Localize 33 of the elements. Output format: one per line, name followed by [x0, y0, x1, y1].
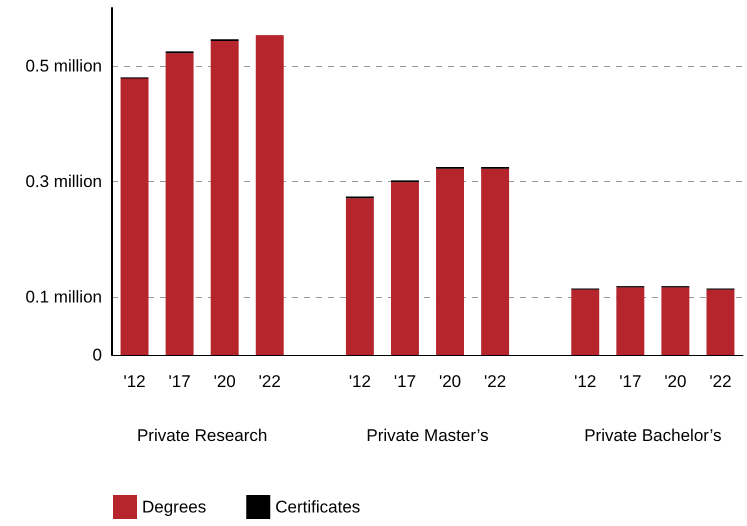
bar: [120, 78, 149, 355]
bar: [166, 53, 194, 355]
x-tick-label: '12: [574, 372, 596, 391]
bar: [616, 287, 644, 355]
y-tick-label: 0: [92, 346, 102, 364]
x-tick-label: '22: [709, 372, 732, 391]
bar: [256, 35, 284, 355]
x-tick-label: '17: [619, 372, 642, 391]
text: Private Bachelor’s: [584, 426, 722, 445]
bar: [706, 290, 734, 355]
x-tick-label: '20: [438, 372, 462, 391]
legend-label: Degrees: [142, 498, 206, 516]
x-tick-label: '12: [348, 372, 371, 391]
bar: [436, 168, 464, 355]
y-tick-label: 0.5 million: [25, 56, 102, 76]
bar: [661, 287, 690, 355]
y-tick-label: 0.3 million: [25, 172, 102, 191]
x-tick-label: '20: [664, 372, 686, 391]
y-tick-label: 0.1 million: [25, 288, 102, 307]
bar: [210, 40, 239, 355]
bar: [346, 198, 374, 355]
x-tick-label: '17: [394, 372, 416, 391]
x-tick-label: '22: [484, 372, 506, 391]
bar: [571, 290, 600, 355]
x-tick-label: '20: [214, 372, 236, 391]
bar: [390, 182, 419, 355]
x-tick-label: '17: [168, 372, 191, 391]
text: Private Research: [136, 426, 268, 445]
bar: [481, 168, 510, 355]
x-tick-label: '22: [258, 372, 281, 391]
legend-label: Certificates: [275, 498, 360, 516]
text: Private Master’s: [366, 426, 489, 445]
x-tick-label: '12: [123, 372, 146, 391]
